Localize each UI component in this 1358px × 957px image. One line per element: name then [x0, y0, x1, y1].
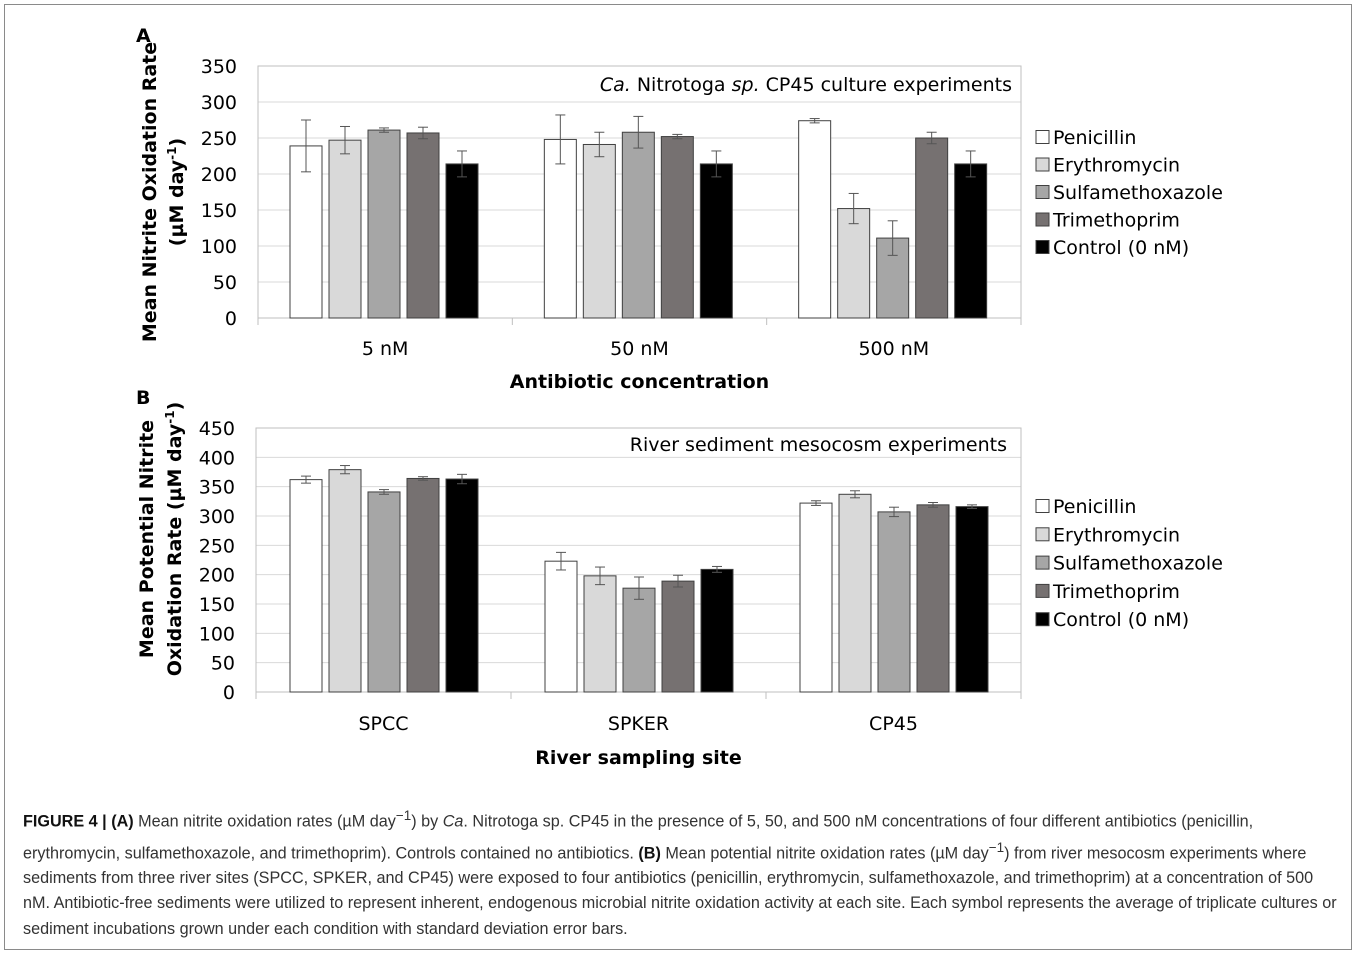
panel-b-panel-label: B — [136, 387, 150, 409]
panel-b-bar — [839, 494, 871, 692]
panel-b-x-axis-title: River sampling site — [535, 747, 742, 769]
panel-a-group: 0 50 100 150 200 250 300 350 5 nM 50 nM 500 nM Anti… — [136, 25, 1223, 393]
panel-b-y-tick-label: 50 — [211, 653, 235, 675]
panel-a-annotation: Ca. Nitrotoga sp. CP45 culture experimen… — [600, 74, 1012, 96]
panel-b-bar — [407, 478, 439, 692]
panel-b-legend-swatch — [1036, 584, 1049, 597]
panel-b-legend-swatch — [1036, 528, 1049, 541]
panel-b-bar — [368, 492, 400, 692]
panel-a-legend-label: Control (0 nM) — [1053, 237, 1189, 259]
panel-b-legend-swatch — [1036, 556, 1049, 569]
panel-b-y-tick-label: 250 — [199, 535, 235, 557]
panel-b-legend-swatch — [1036, 500, 1049, 513]
panel-a-bar — [407, 133, 439, 318]
panel-a-legend-swatch — [1036, 131, 1049, 144]
panel-b-bar — [545, 561, 577, 692]
panel-b-bar — [878, 512, 910, 692]
panel-b-y-tick-label: 200 — [199, 565, 235, 587]
caption-figure-label: FIGURE 4 | — [23, 812, 111, 830]
panel-b-bar — [800, 503, 832, 692]
panel-b-y-tick-label: 150 — [199, 594, 235, 616]
panel-a-bar — [955, 164, 987, 318]
panel-a-y-tick-label: 50 — [213, 272, 237, 294]
panel-a-y-tick-label: 350 — [201, 56, 237, 78]
figure-chart: 0 50 100 150 200 250 300 350 5 nM 50 nM 500 nM Anti… — [0, 0, 1358, 800]
panel-a-bar — [583, 144, 615, 318]
panel-b-y-axis-title-line1: Mean Potential Nitrite — [136, 420, 158, 658]
panel-a-legend-swatch — [1036, 241, 1049, 254]
caption-b-label: (B) — [638, 844, 660, 862]
panel-a-y-tick-label: 100 — [201, 236, 237, 258]
panel-b-legend-label: Trimethoprim — [1052, 581, 1180, 603]
panel-a-legend-label: Trimethoprim — [1052, 210, 1180, 232]
caption-a-italic: Ca — [443, 812, 464, 830]
caption-a-text-1: Mean nitrite oxidation rates (µM day — [134, 812, 396, 830]
panel-b-y-tick-label: 350 — [199, 477, 235, 499]
panel-b-y-tick-label: 0 — [223, 682, 235, 704]
panel-a-y-tick-label: 250 — [201, 128, 237, 150]
panel-a-bar — [446, 164, 478, 318]
panel-a-bar — [916, 138, 948, 318]
panel-a-bar — [329, 140, 361, 318]
panel-b-y-tick-label: 450 — [199, 418, 235, 440]
panel-b-group: 0 50 100 150 200 250 300 350 400 450 SPCC SPKER CP45… — [136, 387, 1223, 769]
panel-a-y-tick-label: 0 — [225, 308, 237, 330]
panel-b-legend-swatch — [1036, 613, 1049, 626]
panel-b-legend-label: Control (0 nM) — [1053, 609, 1189, 631]
panel-a-y-axis-title-line1: Mean Nitrite Oxidation Rate — [139, 42, 161, 342]
caption-a-label: (A) — [111, 812, 133, 830]
panel-b-bar — [329, 470, 361, 692]
panel-b-bar — [662, 581, 694, 692]
caption-a-text-2: ) by — [411, 812, 442, 830]
figure-caption: FIGURE 4 | (A) Mean nitrite oxidation ra… — [23, 803, 1341, 942]
panel-a-bar — [368, 130, 400, 318]
panel-b-legend-label: Sulfamethoxazole — [1053, 553, 1223, 575]
panel-a-category-label: 500 nM — [858, 338, 929, 360]
panel-a-legend-swatch — [1036, 158, 1049, 171]
panel-a-legend-swatch — [1036, 186, 1049, 199]
panel-a-legend-label: Penicillin — [1053, 127, 1136, 149]
panel-b-annotation: River sediment mesocosm experiments — [630, 434, 1007, 456]
panel-b-y-tick-label: 300 — [199, 506, 235, 528]
panel-a-legend-label: Erythromycin — [1053, 155, 1180, 177]
panel-b-bar — [446, 479, 478, 692]
panel-a-bar — [661, 137, 693, 318]
panel-a-y-tick-label: 200 — [201, 164, 237, 186]
panel-b-legend-label: Penicillin — [1053, 496, 1136, 518]
panel-a-x-axis-title: Antibiotic concentration — [510, 371, 769, 393]
panel-a-bar — [838, 209, 870, 318]
panel-a-legend-label: Sulfamethoxazole — [1053, 182, 1223, 204]
panel-a-y-tick-label: 300 — [201, 92, 237, 114]
panel-b-bar — [956, 507, 988, 692]
panel-b-y-tick-label: 100 — [199, 623, 235, 645]
panel-b-y-tick-label: 400 — [199, 447, 235, 469]
panel-a-bar — [799, 121, 831, 318]
panel-b-bar — [290, 480, 322, 692]
caption-a-superscript: −1 — [396, 808, 411, 823]
panel-a-bar — [700, 164, 732, 318]
caption-b-superscript: −1 — [989, 840, 1004, 855]
panel-a-bar — [622, 132, 654, 318]
panel-a-bar — [544, 139, 576, 318]
panel-a-category-label: 5 nM — [362, 338, 409, 360]
panel-b-bar — [701, 569, 733, 692]
panel-a-y-tick-label: 150 — [201, 200, 237, 222]
panel-a-legend-swatch — [1036, 213, 1049, 226]
panel-a-category-label: 50 nM — [610, 338, 669, 360]
panel-b-bar — [917, 505, 949, 692]
panel-a-y-axis-title-line2: (µM day-1) — [165, 138, 188, 246]
panel-b-legend-label: Erythromycin — [1053, 524, 1180, 546]
panel-b-y-axis-title-line2: Oxidation Rate (µM day-1) — [163, 402, 186, 677]
panel-b-category-label: CP45 — [869, 713, 918, 735]
panel-b-bar — [623, 588, 655, 692]
caption-b-text-1: Mean potential nitrite oxidation rates (… — [661, 844, 989, 862]
panel-b-category-label: SPCC — [358, 713, 408, 735]
panel-b-bar — [584, 576, 616, 692]
panel-b-category-label: SPKER — [608, 713, 669, 735]
